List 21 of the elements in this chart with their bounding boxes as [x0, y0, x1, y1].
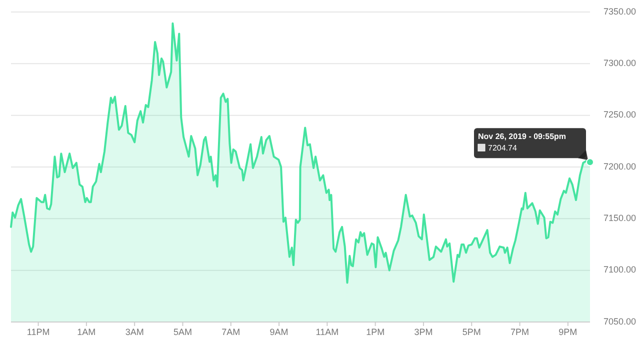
x-tick-label: 11AM: [316, 327, 339, 337]
x-tick-label: 7AM: [222, 327, 240, 337]
y-tick-label: 7050.00: [603, 316, 636, 326]
y-tick-label: 7300.00: [603, 58, 636, 68]
x-tick-label: 3AM: [125, 327, 144, 337]
y-tick-label: 7200.00: [603, 161, 636, 172]
x-tick-label: 11PM: [26, 327, 50, 337]
y-tick-label: 7150.00: [603, 213, 636, 224]
x-tick-label: 9AM: [270, 327, 288, 337]
x-tick-label: 5AM: [173, 327, 192, 337]
y-tick-label: 7350.00: [603, 6, 636, 16]
annotation: 7204.74: [488, 144, 518, 153]
x-tick-label: 5PM: [462, 327, 481, 337]
y-tick-label: 7250.00: [603, 110, 636, 120]
x-tick-label: 9PM: [558, 327, 578, 337]
x-tick-label: 7PM: [510, 327, 530, 337]
x-tick-label: 1PM: [366, 327, 385, 337]
y-tick-label: 7100.00: [603, 264, 636, 275]
x-tick-label: 3PM: [414, 327, 433, 337]
x-tick-label: 1AM: [77, 327, 96, 337]
annotation: Nov 26, 2019 - 09:55pm: [478, 132, 566, 142]
